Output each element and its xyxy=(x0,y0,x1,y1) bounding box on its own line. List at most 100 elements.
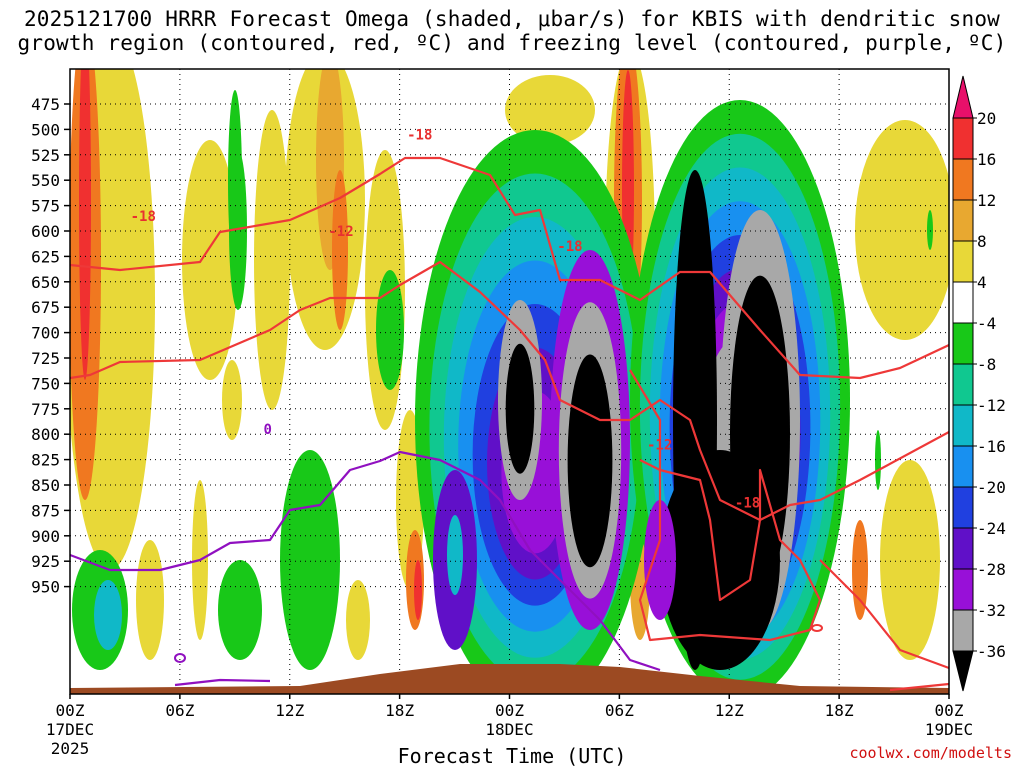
contour-labels: -18 -18 -12 -18 -12 -18 0 xyxy=(131,127,761,511)
y-tick-label: 700 xyxy=(31,324,60,343)
colorbar-label: -20 xyxy=(977,478,1006,497)
x-tick-label: 00Z xyxy=(56,701,85,720)
colorbar-label: -24 xyxy=(977,519,1006,538)
chart-title-line2: growth region (contoured, red, ºC) and f… xyxy=(17,31,1007,55)
omega-region xyxy=(927,210,933,250)
contour-label: 0 xyxy=(264,422,272,438)
y-tick-label: 750 xyxy=(31,374,60,393)
colorbar-label: -16 xyxy=(977,437,1006,456)
x-tick-label: 12Z xyxy=(715,701,744,720)
colorbar-label: -28 xyxy=(977,560,1006,579)
dgz-contour-minus18 xyxy=(70,156,949,380)
contour-label: -18 xyxy=(131,209,156,225)
x-tick-label: 06Z xyxy=(605,701,634,720)
y-tick-label: 725 xyxy=(31,349,60,368)
sinking-motion-region xyxy=(567,354,613,568)
freezing-level-contour-low xyxy=(174,678,271,687)
y-tick-label: 925 xyxy=(31,552,60,571)
x-tick-label: 12Z xyxy=(275,701,304,720)
chart-title-line1: 2025121700 HRRR Forecast Omega (shaded, … xyxy=(23,7,1001,31)
y-axis: 475 500 525 550 575 600 625 650 675 700 725 750 775 8… xyxy=(31,95,70,597)
contour-label: -12 xyxy=(328,224,353,240)
x-tick-year: 2025 xyxy=(51,739,90,758)
x-tick-label: 00Z xyxy=(495,701,524,720)
terrain-area xyxy=(70,664,949,694)
y-tick-label: 550 xyxy=(31,171,60,190)
contour-label: -18 xyxy=(735,495,760,511)
y-tick-label: 850 xyxy=(31,476,60,495)
colorbar-label: -32 xyxy=(977,601,1006,620)
colorbar-label: 12 xyxy=(977,191,996,210)
upward-motion-region xyxy=(414,560,422,620)
terrain-fill xyxy=(70,664,949,694)
colorbar-bin xyxy=(952,527,974,570)
upward-motion-region xyxy=(505,75,595,145)
upward-motion-region xyxy=(254,110,290,410)
colorbar-bottom-arrow xyxy=(952,650,974,692)
y-tick-label: 475 xyxy=(31,95,60,114)
colorbar-label: -12 xyxy=(977,396,1006,415)
dgz-closed-contour xyxy=(811,624,823,632)
x-tick-date: 17DEC xyxy=(46,720,94,739)
dgz-contour-minus18-lower xyxy=(629,369,822,642)
omega-region xyxy=(644,500,676,620)
omega-region xyxy=(280,450,340,670)
freezing-level-closed-contour xyxy=(174,653,186,663)
colorbar-bin xyxy=(952,609,974,652)
omega-region xyxy=(94,580,122,650)
upward-motion-region xyxy=(332,170,348,330)
dgz-contour-lower-right xyxy=(819,559,949,670)
x-tick-label: 18Z xyxy=(385,701,414,720)
contour-label: -18 xyxy=(557,239,582,255)
colorbar-bin xyxy=(952,568,974,611)
freezing-level-contour xyxy=(70,450,661,672)
y-tick-label: 500 xyxy=(31,120,60,139)
colorbar-label: 8 xyxy=(977,232,987,251)
credit-text: coolwx.com/modelts xyxy=(849,744,1012,762)
upward-motion-region xyxy=(136,540,164,660)
colorbar-bin xyxy=(952,404,974,447)
colorbar-bin xyxy=(952,281,974,324)
colorbar-bin xyxy=(952,240,974,283)
colorbar-bin xyxy=(952,486,974,529)
colorbar-bin xyxy=(952,117,974,160)
colorbar-bin xyxy=(952,322,974,365)
colorbar-label: -4 xyxy=(977,314,996,333)
colorbar-label: 20 xyxy=(977,109,996,128)
y-tick-label: 625 xyxy=(31,247,60,266)
sinking-motion-region xyxy=(660,450,780,670)
y-tick-label: 600 xyxy=(31,222,60,241)
x-axis-title: Forecast Time (UTC) xyxy=(397,744,627,768)
x-tick-label: 18Z xyxy=(825,701,854,720)
omega-shading xyxy=(70,69,949,694)
colorbar-label: -8 xyxy=(977,355,996,374)
grid-lines xyxy=(70,69,949,694)
y-tick-label: 825 xyxy=(31,451,60,470)
x-tick-date: 19DEC xyxy=(925,720,973,739)
colorbar-bin xyxy=(952,199,974,242)
upward-motion-region xyxy=(852,520,868,620)
upward-motion-region xyxy=(880,460,940,660)
y-tick-label: 575 xyxy=(31,197,60,216)
colorbar-bin xyxy=(952,445,974,488)
y-tick-label: 800 xyxy=(31,425,60,444)
x-tick-label: 00Z xyxy=(935,701,964,720)
upward-motion-region xyxy=(79,69,91,380)
colorbar-label: -36 xyxy=(977,642,1006,661)
y-tick-label: 875 xyxy=(31,501,60,520)
omega-region xyxy=(376,270,404,390)
y-tick-label: 900 xyxy=(31,527,60,546)
colorbar: 20 16 12 8 4 -4 -8 -12 -16 -20 -24 -28 -32 -36 xyxy=(952,75,1006,692)
y-tick-label: 675 xyxy=(31,298,60,317)
upward-motion-region xyxy=(855,120,949,340)
colorbar-bin xyxy=(952,158,974,201)
colorbar-bin xyxy=(952,363,974,406)
y-tick-label: 525 xyxy=(31,146,60,165)
x-tick-date: 18DEC xyxy=(485,720,533,739)
omega-region xyxy=(218,560,262,660)
omega-region xyxy=(447,515,463,595)
colorbar-label: 16 xyxy=(977,150,996,169)
contour-label: -12 xyxy=(647,437,672,453)
